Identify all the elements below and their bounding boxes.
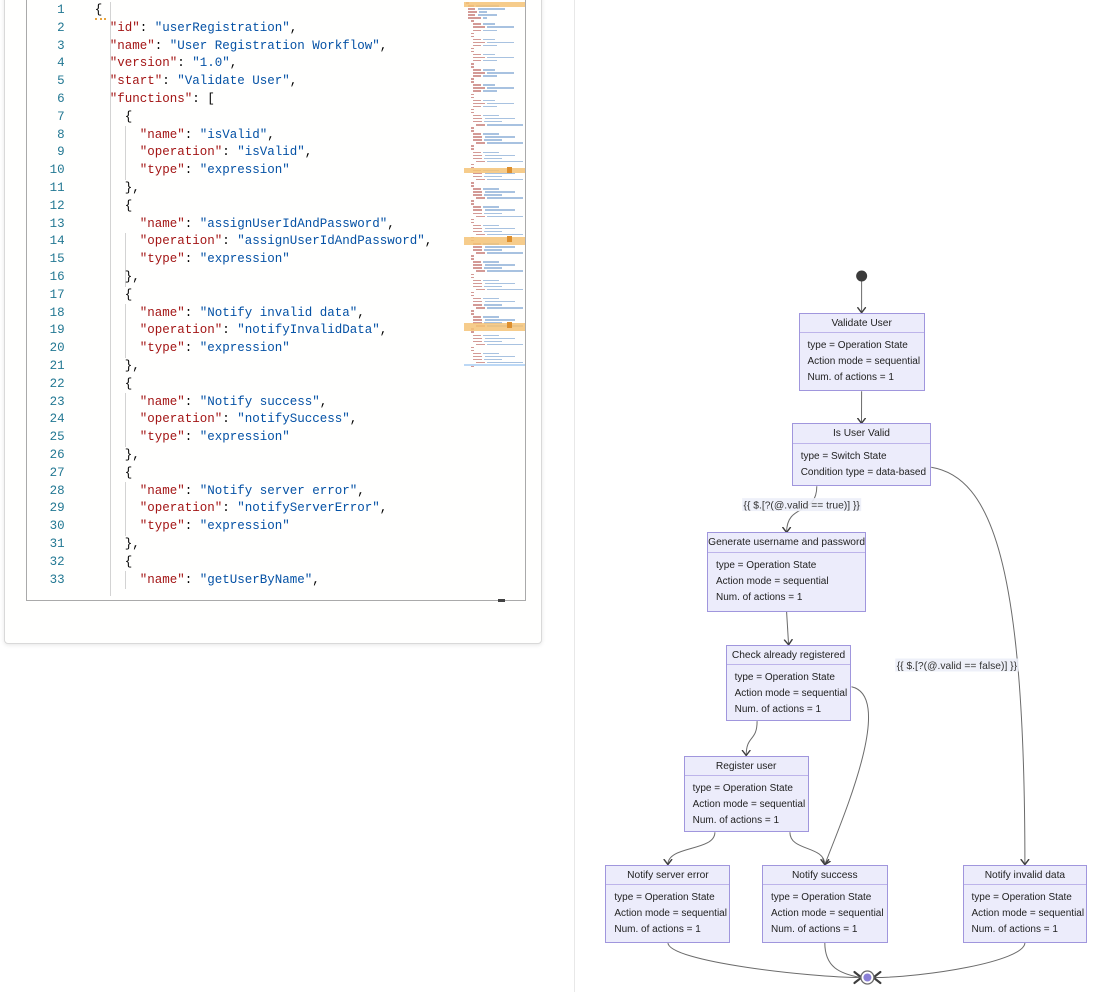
svg-text:{{ $.[?(@.valid == false)] }}: {{ $.[?(@.valid == false)] }} xyxy=(897,661,1018,672)
svg-text:{{ $.[?(@.valid == true)] }}: {{ $.[?(@.valid == true)] }} xyxy=(744,500,861,511)
